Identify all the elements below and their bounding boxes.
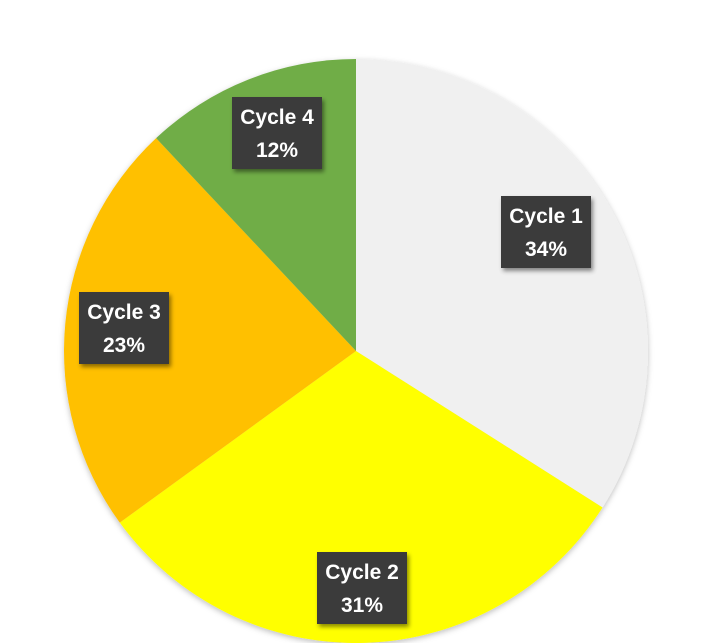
data-label-percentage: 31% (341, 594, 383, 617)
data-label-box (501, 196, 591, 268)
data-label-cycle-3: Cycle 3 23% (79, 292, 169, 364)
data-label-percentage: 34% (525, 238, 567, 261)
data-label-category: Cycle 1 (509, 205, 583, 228)
data-label-cycle-1: Cycle 1 34% (501, 196, 591, 268)
data-label-cycle-2: Cycle 2 31% (317, 552, 407, 624)
data-label-percentage: 23% (103, 334, 145, 357)
pie-data-labels: Cycle 1 34% Cycle 2 31% Cycle 3 23% Cycle 4 12% (79, 97, 591, 624)
pie-slice-cycle-2 (119, 351, 603, 643)
data-label-box (79, 292, 169, 364)
data-label-percentage: 12% (256, 139, 298, 162)
data-label-category: Cycle 2 (325, 561, 399, 584)
data-label-category: Cycle 3 (87, 301, 161, 324)
data-label-category: Cycle 4 (240, 106, 314, 129)
data-label-box (317, 552, 407, 624)
data-label-cycle-4: Cycle 4 12% (232, 97, 322, 169)
pie-slice-cycle-3 (64, 138, 356, 523)
data-label-box (232, 97, 322, 169)
pie-slice-cycle-1 (356, 59, 648, 508)
